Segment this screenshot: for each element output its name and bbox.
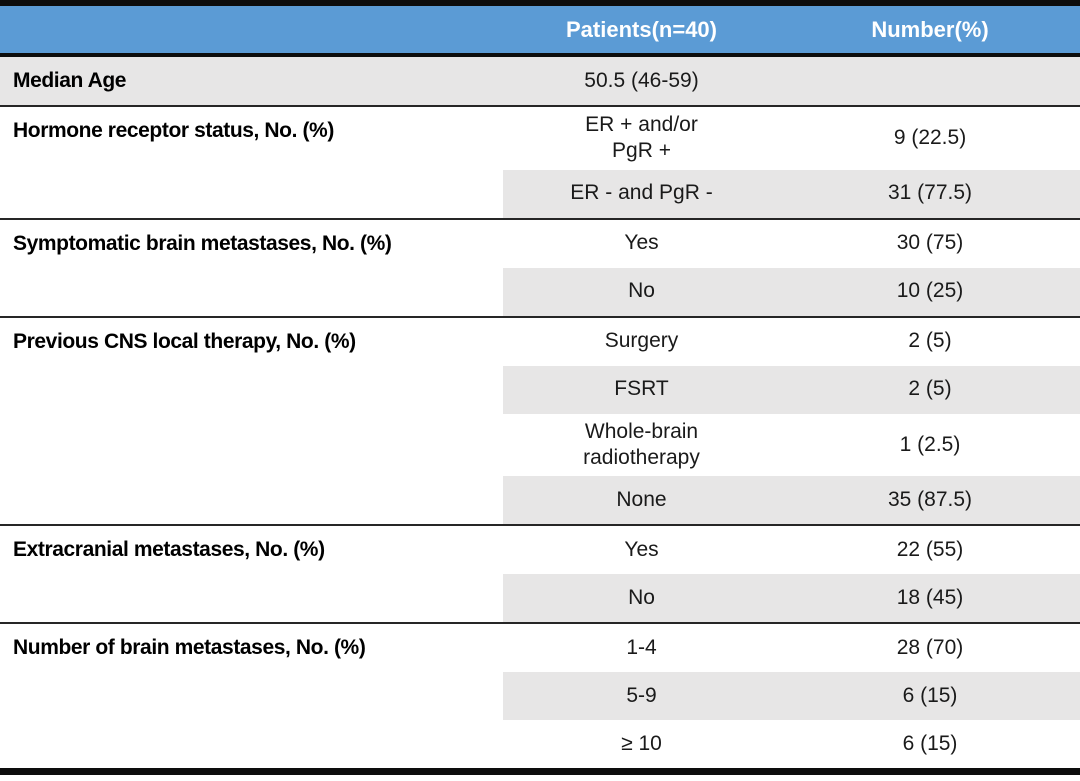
patients-value-cell: FSRT <box>503 365 780 414</box>
table-row: No 10 (25) <box>0 267 1080 316</box>
bottom-rule <box>0 768 1080 775</box>
section-label-cell <box>0 476 503 524</box>
table-body: Median Age 50.5 (46-59) Hormone receptor s… <box>0 57 1080 768</box>
top-rule <box>0 0 1080 6</box>
table-row: No 18 (45) <box>0 574 1080 622</box>
number-value-cell <box>780 57 1080 105</box>
section-label-cell: Symptomatic brain metastases, No. (%) <box>13 231 392 255</box>
section-label-cell: Hormone receptor status, No. (%) <box>13 119 334 142</box>
number-value-cell: 1 (2.5) <box>899 432 961 456</box>
patients-value-cell: ER + and/or PgR + <box>585 113 698 163</box>
section-label-cell <box>0 574 503 622</box>
table-row: None 35 (87.5) <box>0 476 1080 524</box>
patients-value-cell: Whole-brain radiotherapy <box>583 419 700 469</box>
patients-value-cell: Yes <box>624 537 659 561</box>
number-value-cell: 6 (15) <box>780 672 1080 720</box>
section-label-cell: Median Age <box>0 57 503 105</box>
table-row: ER - and PgR -31 (77.5) <box>0 169 1080 218</box>
number-value-cell: 18 (45) <box>780 574 1080 622</box>
header-patients-cell: Patients(n=40) <box>566 16 717 42</box>
number-value-cell: 28 (70) <box>896 635 964 659</box>
table-section: Hormone receptor status, No. (%) ER + and… <box>0 105 1080 218</box>
patients-value-cell: 1-4 <box>626 635 657 659</box>
section-label-cell <box>0 414 503 477</box>
table-section: Symptomatic brain metastases, No. (%) Yes… <box>0 217 1080 316</box>
table-row: Symptomatic brain metastases, No. (%) Yes… <box>0 220 1080 268</box>
section-label-cell: Number of brain metastases, No. (%) <box>13 636 366 659</box>
table-row: Hormone receptor status, No. (%) ER + and… <box>0 107 1080 170</box>
number-value-cell: 10 (25) <box>780 267 1080 316</box>
patients-value-cell: Surgery <box>604 329 679 353</box>
table-row: 5-9 6 (15) <box>0 672 1080 720</box>
patients-value-cell: No <box>503 267 780 316</box>
header-number-cell: Number(%) <box>871 16 989 42</box>
section-label-cell <box>0 268 503 316</box>
section-label-cell <box>0 366 503 414</box>
patients-value-cell: 5-9 <box>503 672 780 720</box>
table-header-row: Patients(n=40) Number(%) <box>0 6 1080 57</box>
patients-value-cell: No <box>503 574 780 622</box>
table-row: Number of brain metastases, No. (%) 1-4 28… <box>0 624 1080 672</box>
table-row: FSRT 2 (5) <box>0 365 1080 414</box>
table-row: Extracranial metastases, No. (%) Yes 22 (5… <box>0 526 1080 574</box>
table-section: Number of brain metastases, No. (%) 1-4 28… <box>0 622 1080 768</box>
table-row: Previous CNS local therapy, No. (%) Surge… <box>0 318 1080 366</box>
number-value-cell: 2 (5) <box>908 329 952 353</box>
table-row: Whole-brain radiotherapy 1 (2.5) <box>0 414 1080 477</box>
patients-value-cell: 50.5 (46-59) <box>503 57 780 105</box>
table-section: Extracranial metastases, No. (%) Yes 22 (5… <box>0 524 1080 622</box>
section-label-cell <box>0 720 503 768</box>
number-value-cell: 31 (77.5) <box>780 169 1080 218</box>
section-label-cell <box>0 672 503 720</box>
patients-value-cell: None <box>503 476 780 524</box>
section-label-cell: Previous CNS local therapy, No. (%) <box>13 329 356 353</box>
number-value-cell: 2 (5) <box>780 365 1080 414</box>
patients-value-cell: Yes <box>624 231 659 255</box>
patients-value-cell: ER - and PgR - <box>503 169 780 218</box>
table-section: Median Age 50.5 (46-59) <box>0 57 1080 105</box>
section-label-cell <box>0 170 503 218</box>
number-value-cell: 9 (22.5) <box>893 126 967 150</box>
table-row: ≥ 10 6 (15) <box>0 720 1080 768</box>
number-value-cell: 30 (75) <box>896 231 964 255</box>
header-empty-cell <box>0 6 503 53</box>
patients-value-cell: ≥ 10 <box>621 731 662 755</box>
number-value-cell: 22 (55) <box>896 537 964 561</box>
table-section: Previous CNS local therapy, No. (%) Surge… <box>0 315 1080 524</box>
number-value-cell: 6 (15) <box>902 731 958 755</box>
section-label-cell: Extracranial metastases, No. (%) <box>13 538 325 561</box>
table-row: Median Age 50.5 (46-59) <box>0 57 1080 105</box>
number-value-cell: 35 (87.5) <box>780 476 1080 524</box>
